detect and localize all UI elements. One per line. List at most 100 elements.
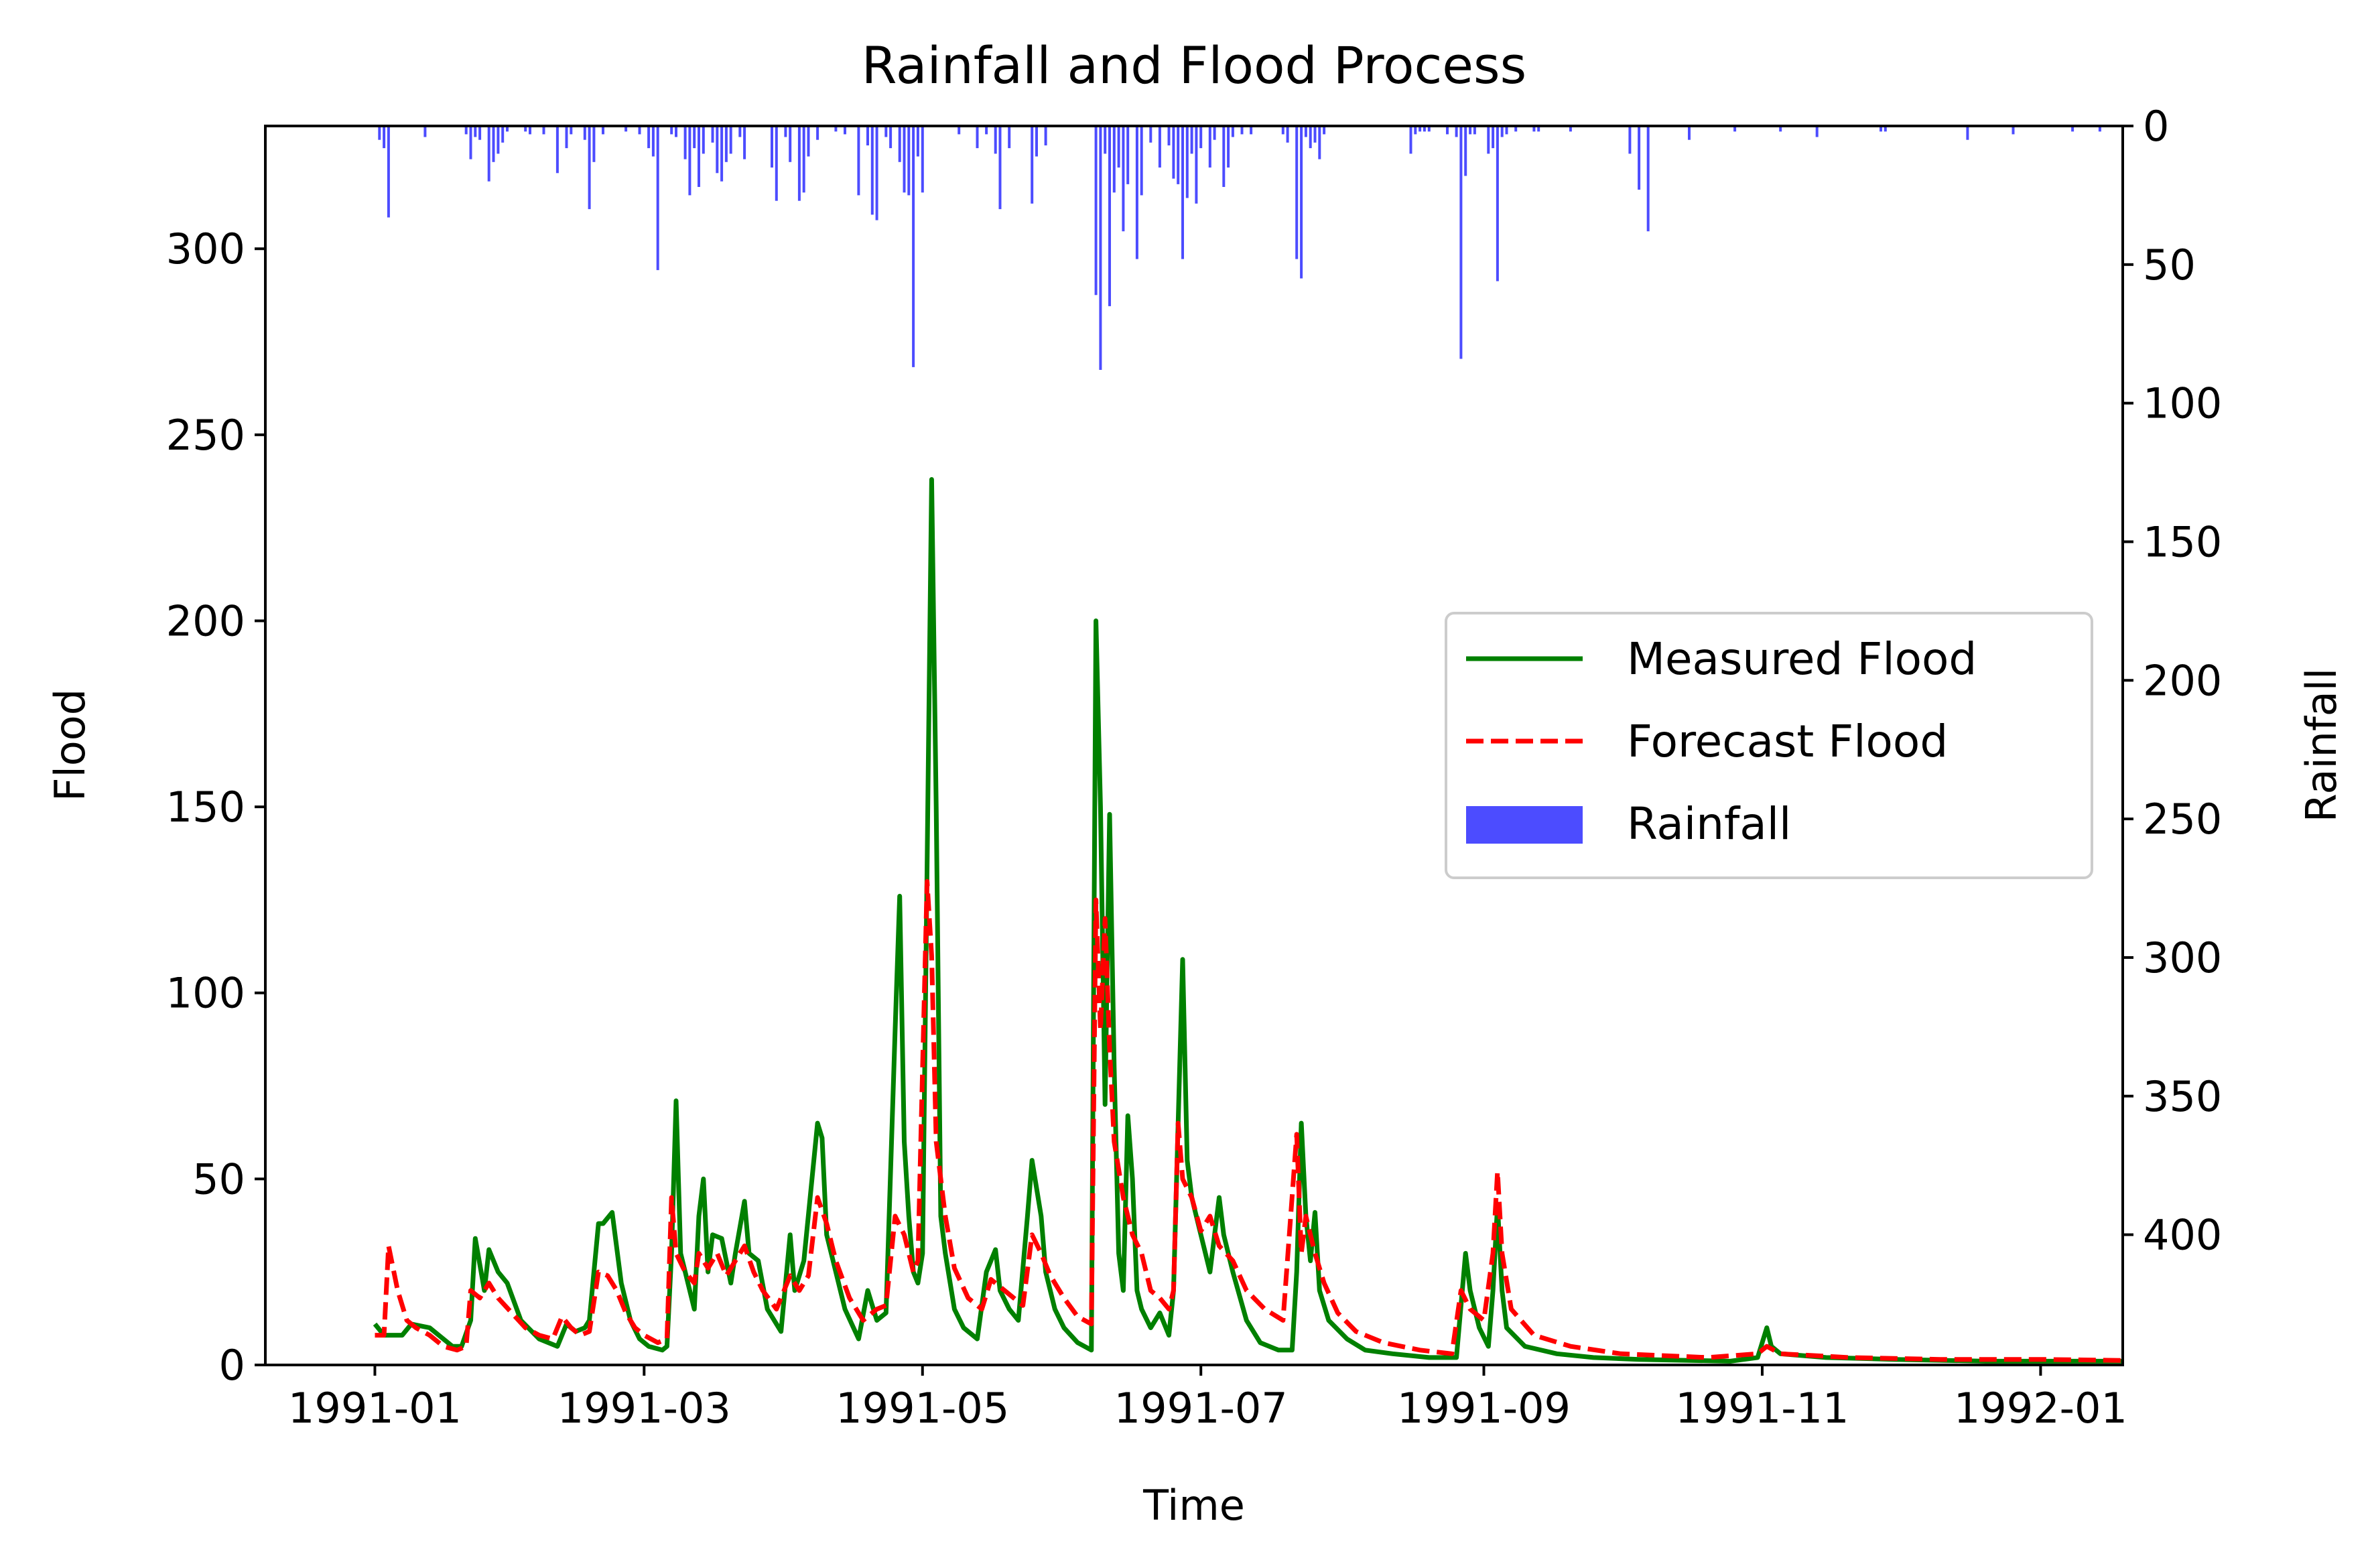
rainfall-bar-40 [738, 126, 742, 137]
y-tick-label-6: 300 [166, 224, 245, 273]
rainfall-bar-32 [693, 126, 696, 149]
rainfall-bar-116 [1459, 126, 1463, 359]
y-tick-label-5: 250 [166, 411, 245, 460]
rainfall-bar-50 [834, 126, 838, 132]
y-axis-right: 0 50 100 150 200 250 300 350 400 [2123, 102, 2222, 1260]
rainfall-bar-108 [1323, 126, 1326, 135]
rainfall-bar-36 [716, 126, 719, 174]
rainfall-bar-89 [1185, 126, 1189, 198]
y-tick-label-3: 150 [166, 783, 245, 832]
rainfall-bar-28 [670, 126, 673, 135]
rainfall-bar-99 [1250, 126, 1253, 135]
rainfall-bar-54 [870, 126, 874, 215]
rainfall-bar-104 [1304, 126, 1307, 137]
rainfall-bar-85 [1167, 126, 1171, 145]
rainfall-bar-103 [1300, 126, 1303, 279]
rainfall-bar-80 [1126, 126, 1130, 184]
rainfall-bar-115 [1455, 126, 1458, 137]
rainfall-bar-137 [1884, 126, 1887, 132]
rainfall-bar-18 [570, 126, 573, 135]
y2-tick-label-3: 150 [2143, 517, 2222, 566]
rainfall-bar-31 [688, 126, 691, 196]
legend: Measured Flood Forecast Flood Rainfall [1445, 612, 2093, 879]
rainfall-bar-30 [683, 126, 687, 159]
rainfall-bar-26 [651, 126, 655, 157]
y2-tick-label-2: 100 [2143, 379, 2222, 428]
rainfall-bar-135 [1815, 126, 1819, 137]
y2-tick-label-5: 250 [2143, 795, 2222, 844]
rainfall-bar-86 [1172, 126, 1175, 179]
legend-label-rainfall: Rainfall [1627, 798, 1791, 850]
x-tick-label-5: 1991-11 [1675, 1384, 1849, 1433]
x-tick-label-2: 1991-05 [836, 1384, 1009, 1433]
rainfall-bar-0 [378, 126, 381, 140]
rainfall-bar-96 [1227, 126, 1230, 168]
rainfall-bar-130 [1638, 126, 1641, 190]
rainfall-bar-70 [1031, 126, 1034, 204]
x-axis-label: Time [1142, 1481, 1245, 1530]
rainfall-bar-39 [729, 126, 732, 154]
rainfall-bar-38 [724, 126, 728, 162]
rainfall-bar-15 [542, 126, 545, 135]
rainfall-bar-46 [797, 126, 801, 201]
rainfall-bar-8 [487, 126, 490, 182]
rainfall-bar-95 [1222, 126, 1226, 187]
rainfall-bar-76 [1108, 126, 1111, 306]
rainfall-bar-13 [524, 126, 527, 132]
rainfall-bar-59 [903, 126, 906, 193]
rainfall-bar-62 [916, 126, 919, 157]
y-axis-left: 0 50 100 150 200 250 300 [166, 224, 265, 1390]
rainfall-bar-14 [529, 126, 531, 135]
rainfall-bar-48 [807, 126, 810, 157]
rainfall-bar-127 [1537, 126, 1540, 132]
legend-label-measured: Measured Flood [1627, 633, 1977, 685]
rainfall-bar-49 [816, 126, 819, 140]
rainfall-bar-87 [1177, 126, 1180, 184]
rainfall-bar-67 [994, 126, 997, 154]
rainfall-bar-84 [1158, 126, 1161, 168]
rainfall-bar-102 [1295, 126, 1299, 259]
y2-tick-label-0: 0 [2143, 102, 2169, 151]
rainfall-bar-12 [506, 126, 509, 132]
rainfall-bar-4 [464, 126, 468, 135]
rainfall-bar-51 [844, 126, 846, 135]
rainfall-bar-83 [1149, 126, 1152, 143]
rainfall-bar-11 [501, 126, 505, 143]
rainfall-bar-132 [1688, 126, 1691, 140]
rainfall-bar-25 [647, 126, 651, 149]
rainfall-bar-53 [866, 126, 869, 145]
rainfall-bar-56 [884, 126, 888, 137]
flood-lines [373, 477, 2123, 1364]
rainfall-bar-22 [602, 126, 604, 135]
rainfall-bar-66 [985, 126, 988, 135]
forecast-flood-line [375, 878, 2123, 1363]
chart-title: Rainfall and Flood Process [862, 36, 1526, 95]
y-tick-label-1: 50 [192, 1155, 245, 1203]
rainfall-bar-44 [784, 126, 787, 137]
rainfall-bar-5 [469, 126, 472, 159]
measured-flood-line [373, 477, 2123, 1364]
rainfall-bar-140 [2071, 126, 2074, 132]
rainfall-bar-111 [1419, 126, 1422, 132]
rainfall-bar-19 [583, 126, 586, 140]
rainfall-bar-98 [1240, 126, 1244, 135]
legend-swatch-rainfall [1466, 806, 1583, 844]
rainfall-bar-45 [789, 126, 792, 162]
rainfall-bar-55 [875, 126, 878, 220]
x-axis: 1991-01 1991-03 1991-05 1991-07 1991-09 1991-… [288, 1365, 2127, 1433]
rainfall-bar-58 [898, 126, 901, 162]
rainfall-bar-1 [383, 126, 386, 149]
rainfall-bar-41 [743, 126, 746, 159]
rainfall-bar-100 [1281, 126, 1284, 135]
y2-tick-label-4: 200 [2143, 656, 2222, 705]
rainfall-bar-90 [1190, 126, 1193, 154]
rainfall-bar-138 [1966, 126, 1969, 140]
rainfall-bar-113 [1427, 126, 1431, 132]
rainfall-bar-20 [588, 126, 591, 210]
rainfall-bar-47 [802, 126, 805, 193]
y-tick-label-4: 200 [166, 596, 245, 645]
y2-tick-label-7: 350 [2143, 1072, 2222, 1121]
rainfall-bar-79 [1122, 126, 1125, 232]
rainfall-bar-136 [1880, 126, 1882, 132]
rainfall-bar-126 [1532, 126, 1536, 132]
